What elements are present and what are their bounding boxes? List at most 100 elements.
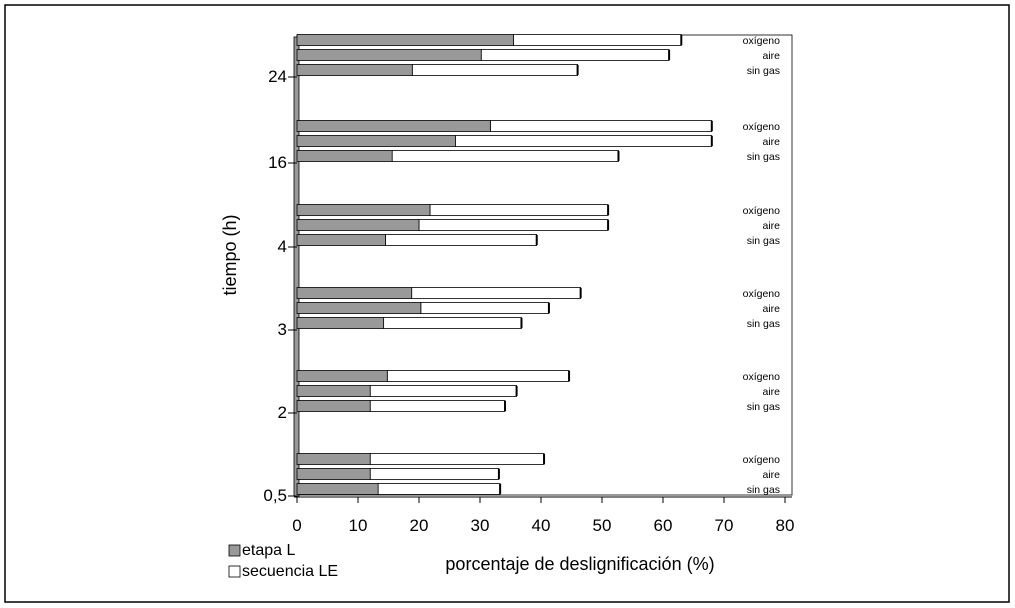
bar-secuencia-le-2-sin-gas [369,400,506,412]
bar-etapa-l-4-ox-geno [296,204,431,216]
x-tick-label-70: 70 [715,516,734,535]
bar-secuencia-le-0-5-ox-geno [369,453,545,465]
bar-end-cap-4-sin-gas [535,235,538,245]
condition-label-3-aire: aire [762,303,780,315]
x-tick-label-0: 0 [292,516,301,535]
y-tick-label-16: 16 [268,153,287,172]
x-tick-label-10: 10 [349,516,368,535]
bar-end-cap-16-ox-geno [710,121,713,131]
bar-etapa-l-0-5-sin-gas [296,483,379,495]
bar-secuencia-le-16-sin-gas [391,150,619,162]
bar-end-cap-0-5-ox-geno [543,454,546,464]
bar-end-cap-4-aire [607,220,610,230]
bar-secuencia-le-3-ox-geno [411,287,582,299]
bar-end-cap-0-5-aire [497,469,500,479]
condition-label-4-ox-geno: oxígeno [743,205,781,217]
bar-end-cap-24-aire [668,50,671,60]
bar-secuencia-le-24-sin-gas [411,64,579,76]
y-axis-wall [293,36,300,497]
condition-label-24-sin-gas: sin gas [747,65,780,77]
bar-etapa-l-16-ox-geno [296,120,491,132]
condition-label-16-ox-geno: oxígeno [743,121,781,133]
bar-end-cap-2-aire [515,386,518,396]
bar-end-cap-0-5-sin-gas [499,484,502,494]
bar-etapa-l-24-aire [296,49,482,61]
y-ticks [288,76,297,497]
condition-label-0-5-aire: aire [762,469,780,481]
condition-label-0-5-sin-gas: sin gas [747,484,780,496]
condition-label-16-sin-gas: sin gas [747,151,780,163]
y-tick-label-4: 4 [278,237,287,256]
bar-etapa-l-4-sin-gas [296,234,386,246]
bar-etapa-l-16-aire [296,135,457,147]
bar-secuencia-le-2-aire [369,385,518,397]
bar-end-cap-2-sin-gas [504,401,507,411]
bar-secuencia-le-3-aire [420,302,550,314]
bar-end-cap-16-sin-gas [617,151,620,161]
bar-end-cap-3-sin-gas [520,318,523,328]
x-tick-label-80: 80 [776,516,795,535]
condition-label-2-aire: aire [762,386,780,398]
bar-etapa-l-0-5-ox-geno [296,453,371,465]
plot-area [296,34,793,496]
x-tick-label-60: 60 [654,516,673,535]
y-tick-label-3: 3 [278,320,287,339]
bar-etapa-l-3-ox-geno [296,287,413,299]
bar-etapa-l-2-sin-gas [296,400,371,412]
bars [296,34,713,495]
bar-secuencia-le-3-sin-gas [383,317,522,329]
condition-label-24-aire: aire [762,50,780,62]
bar-secuencia-le-16-ox-geno [489,120,713,132]
bar-etapa-l-24-sin-gas [296,64,413,76]
x-tick-label-40: 40 [532,516,551,535]
legend: etapa L secuencia LE [228,542,338,580]
y-tick-label-2: 2 [278,403,287,422]
y-axis-title: tiempo (h) [220,214,240,295]
bar-secuencia-le-0-5-sin-gas [377,483,501,495]
condition-label-3-sin-gas: sin gas [747,318,780,330]
condition-labels: sin gas aire oxígeno sin gas aire oxígeno sin … [743,35,781,496]
bar-secuencia-le-4-aire [418,219,609,231]
x-ticks [296,497,786,503]
bar-end-cap-24-sin-gas [576,65,579,75]
condition-label-4-aire: aire [762,220,780,232]
x-tick-label-50: 50 [593,516,612,535]
x-tick-label-30: 30 [471,516,490,535]
bar-secuencia-le-4-ox-geno [429,204,609,216]
bar-end-cap-4-ox-geno [607,205,610,215]
bar-end-cap-24-ox-geno [680,35,683,45]
bar-secuencia-le-4-sin-gas [385,234,538,246]
condition-label-3-ox-geno: oxígeno [743,288,781,300]
y-tick-labels: 0,5 2 3 4 16 24 [263,67,287,505]
x-axis-title: porcentaje de deslignificación (%) [445,554,714,574]
bar-etapa-l-3-sin-gas [296,317,385,329]
condition-label-16-aire: aire [762,136,780,148]
legend-label-etapa-l: etapa L [242,542,295,559]
bar-etapa-l-24-ox-geno [296,34,514,46]
legend-swatch-secuencia-le [228,565,241,578]
bar-etapa-l-2-ox-geno [296,370,388,382]
condition-label-2-ox-geno: oxígeno [743,371,781,383]
bar-secuencia-le-24-ox-geno [513,34,682,46]
bar-end-cap-3-aire [547,303,550,313]
bar-etapa-l-0-5-aire [296,468,371,480]
bar-secuencia-le-24-aire [480,49,670,61]
bar-secuencia-le-2-ox-geno [386,370,570,382]
bar-end-cap-16-aire [710,136,713,146]
condition-label-4-sin-gas: sin gas [747,235,780,247]
condition-label-2-sin-gas: sin gas [747,401,780,413]
bar-secuencia-le-16-aire [455,135,713,147]
bar-secuencia-le-0-5-aire [369,468,500,480]
bar-etapa-l-3-aire [296,302,422,314]
y-tick-label-0-5: 0,5 [263,486,287,505]
y-tick-label-24: 24 [268,67,287,86]
bar-end-cap-2-ox-geno [568,371,571,381]
bar-end-cap-3-ox-geno [579,288,582,298]
condition-label-0-5-ox-geno: oxígeno [743,454,781,466]
legend-swatch-etapa-l [228,544,241,557]
bar-etapa-l-16-sin-gas [296,150,393,162]
x-tick-label-20: 20 [410,516,429,535]
condition-label-24-ox-geno: oxígeno [743,35,781,47]
bar-etapa-l-4-aire [296,219,420,231]
